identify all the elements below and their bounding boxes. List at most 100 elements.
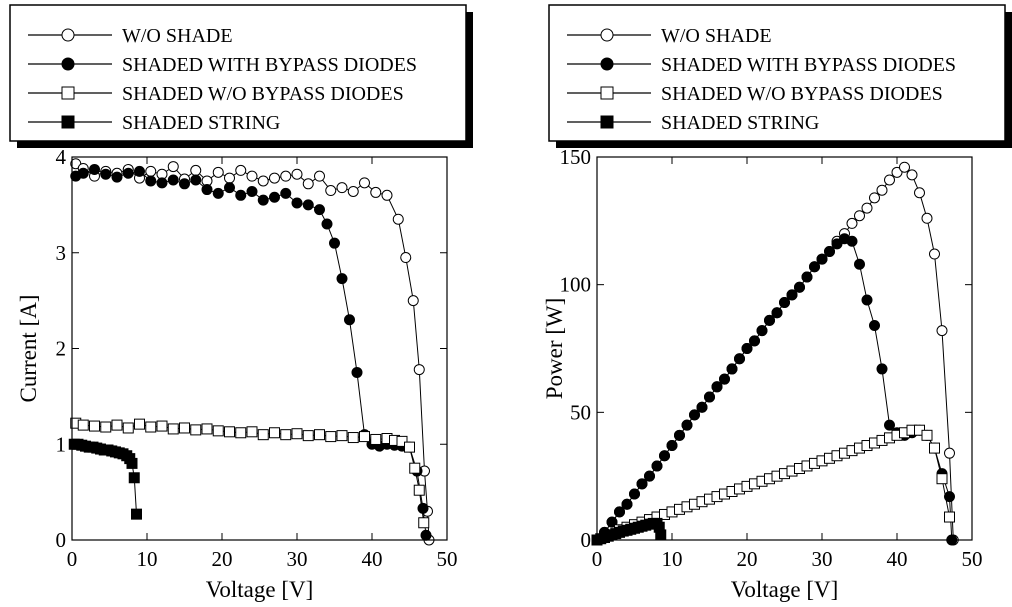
data-point xyxy=(235,164,247,176)
data-point xyxy=(269,172,280,184)
series-1 xyxy=(591,161,959,546)
data-point xyxy=(741,343,753,354)
data-point xyxy=(417,502,429,514)
legend-label: SHADED WITH BYPASS DIODES xyxy=(661,54,956,76)
data-point xyxy=(257,194,269,206)
series-line xyxy=(75,168,427,536)
x-tick-label: 50 xyxy=(962,547,983,571)
data-point xyxy=(370,186,382,198)
data-point xyxy=(704,391,715,403)
data-point xyxy=(771,307,783,319)
data-point xyxy=(257,429,269,441)
data-point xyxy=(659,450,670,462)
x-tick-label: 40 xyxy=(362,547,383,571)
data-point xyxy=(636,478,648,490)
data-point xyxy=(711,381,723,393)
data-point xyxy=(246,185,258,197)
data-point xyxy=(400,252,412,264)
data-point xyxy=(846,235,858,247)
data-point xyxy=(212,425,224,437)
data-point xyxy=(359,431,370,443)
legend-item: SHADED WITH BYPASS DIODES xyxy=(567,54,956,76)
data-point xyxy=(134,165,145,177)
y-tick-label: 100 xyxy=(560,273,592,297)
data-point xyxy=(280,187,292,199)
data-point xyxy=(351,366,363,378)
data-point xyxy=(854,258,865,270)
data-point xyxy=(145,421,157,433)
series-4 xyxy=(68,438,142,520)
data-point xyxy=(302,178,314,190)
data-point xyxy=(190,424,202,436)
y-tick-label: 0 xyxy=(56,528,67,552)
data-point xyxy=(381,189,393,201)
data-point xyxy=(314,204,325,216)
data-point xyxy=(89,420,100,432)
data-point xyxy=(111,171,123,183)
legend-marker xyxy=(61,86,75,100)
data-point xyxy=(224,172,235,184)
data-point xyxy=(869,192,880,204)
data-point xyxy=(347,432,359,444)
data-point xyxy=(749,335,760,347)
legend-marker xyxy=(600,115,614,129)
data-point xyxy=(801,271,813,283)
data-point xyxy=(392,213,404,225)
data-point xyxy=(944,447,955,459)
data-point xyxy=(280,429,292,441)
data-point xyxy=(145,165,157,177)
power-voltage-chart: 0 10 20 30 40 50 0 50 100 150 Voltage [V] Power [W]… xyxy=(542,4,1012,602)
data-point xyxy=(190,174,202,186)
data-point xyxy=(128,472,140,484)
data-point xyxy=(325,185,337,197)
data-point xyxy=(413,484,425,496)
data-point xyxy=(201,184,213,196)
legend-item: SHADED W/O BYPASS DIODES xyxy=(567,83,943,105)
data-point xyxy=(407,295,419,307)
plot-frame xyxy=(596,156,973,541)
data-point xyxy=(336,182,348,194)
y-tick-label: 3 xyxy=(56,241,67,265)
data-point xyxy=(167,161,179,173)
data-point xyxy=(666,440,678,452)
y-tick-label: 50 xyxy=(570,400,591,424)
data-point xyxy=(809,261,820,273)
x-tick-label: 40 xyxy=(887,547,908,571)
legend-label: W/O SHADE xyxy=(661,25,772,47)
data-point xyxy=(291,197,303,209)
data-point xyxy=(314,429,325,441)
data-point xyxy=(167,423,179,435)
legend-box xyxy=(548,4,1006,142)
data-point xyxy=(77,167,89,179)
data-point xyxy=(884,419,895,431)
data-point xyxy=(816,253,828,265)
data-point xyxy=(77,419,89,431)
data-point xyxy=(944,511,955,523)
data-point xyxy=(122,422,134,434)
data-point xyxy=(336,273,348,285)
data-point xyxy=(696,401,708,413)
data-point xyxy=(359,177,370,189)
data-point xyxy=(156,420,168,432)
data-point xyxy=(655,529,667,541)
data-point xyxy=(122,167,134,179)
x-tick-label: 0 xyxy=(592,547,603,571)
data-point xyxy=(280,170,292,182)
data-point xyxy=(674,429,685,441)
x-tick-label: 0 xyxy=(67,547,78,571)
data-point xyxy=(336,430,348,442)
data-point xyxy=(302,430,314,442)
data-point xyxy=(235,189,247,201)
y-tick-label: 150 xyxy=(560,145,592,169)
data-point xyxy=(257,175,269,187)
data-point xyxy=(891,166,903,178)
data-point xyxy=(246,170,258,182)
series-line xyxy=(596,166,954,541)
data-point xyxy=(347,185,359,197)
legend-marker xyxy=(61,28,75,42)
data-point xyxy=(179,422,190,434)
legend: W/O SHADE SHADED WITH BYPASS DIODES SHADED… xyxy=(548,4,1012,148)
data-point xyxy=(861,294,873,306)
legend-label: SHADED WITH BYPASS DIODES xyxy=(122,54,417,76)
data-point xyxy=(131,508,142,520)
